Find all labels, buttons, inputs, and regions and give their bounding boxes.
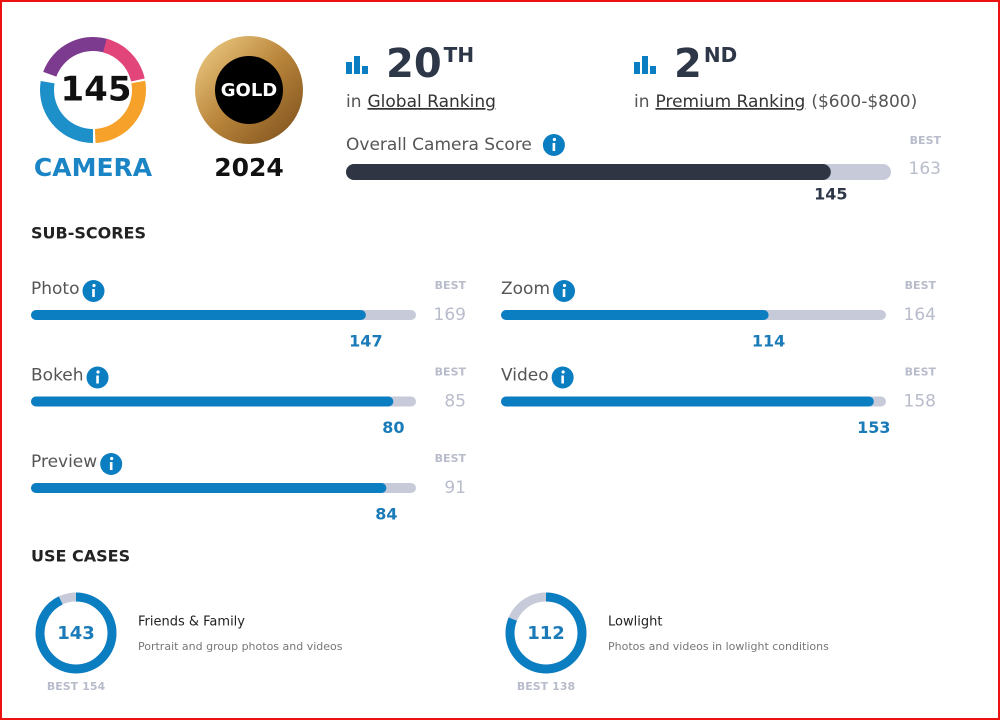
info-glyph — [552, 143, 556, 151]
section-title: SUB-SCORES — [31, 224, 146, 243]
section-title: USE CASES — [31, 547, 130, 566]
best-label: BEST — [910, 134, 942, 147]
use-case-best-value: 154 — [82, 680, 105, 693]
use-case-description: Portrait and group photos and videos — [138, 640, 343, 653]
use-case-best-value: 138 — [552, 680, 575, 693]
rank-note: ($600-$800) — [811, 92, 917, 112]
sub-score-value: 80 — [382, 418, 404, 437]
best-label: BEST — [47, 680, 79, 693]
sub-score-best: 169 — [434, 305, 466, 325]
sub-score-name: Bokeh — [31, 366, 84, 386]
rank-suffix: TH — [444, 43, 474, 67]
award-label: GOLD — [221, 80, 278, 101]
badge-label: CAMERA — [34, 153, 153, 182]
score-bar — [501, 396, 874, 407]
sub-score-value: 114 — [752, 332, 785, 351]
medal-center — [215, 56, 283, 124]
rank-number: 2 — [674, 41, 702, 87]
use-case-score: 112 — [527, 623, 565, 644]
ring-bar — [35, 592, 117, 674]
sub-score-best: 164 — [904, 305, 936, 325]
info-glyph — [561, 375, 564, 384]
rank-number: 20 — [386, 41, 442, 87]
camera-badge — [40, 37, 146, 143]
rank-prefix: in — [634, 92, 650, 112]
sub-score-value: 153 — [857, 418, 890, 437]
score-bar — [501, 310, 769, 320]
sub-score-value: 84 — [375, 505, 397, 524]
sub-score-best: 91 — [444, 478, 466, 498]
badge-center — [57, 54, 129, 126]
use-case-name: Lowlight — [608, 615, 662, 630]
sub-score-best: 85 — [444, 392, 466, 412]
rank-icon — [346, 62, 352, 74]
info-glyph — [92, 283, 96, 288]
info-glyph — [92, 289, 95, 297]
sub-score-name: Zoom — [501, 279, 550, 299]
use-case-best: BEST 138 — [517, 680, 575, 693]
rank-icon — [354, 56, 360, 74]
sub-score-name: Photo — [31, 279, 80, 299]
info-glyph — [96, 370, 100, 374]
overall-label: Overall Camera Score — [346, 135, 532, 155]
use-case-best: BEST 154 — [47, 680, 106, 693]
info-glyph — [562, 289, 566, 297]
rank-caption: in Premium Ranking ($600-$800) — [634, 92, 917, 112]
badge-arc — [40, 37, 146, 143]
use-case-name: Friends & Family — [138, 615, 245, 630]
ring-bar — [505, 592, 587, 674]
score-bar — [31, 483, 387, 493]
best-label: BEST — [435, 366, 467, 379]
best-label: BEST — [517, 680, 549, 693]
sub-score-name: Preview — [31, 452, 97, 472]
info-glyph — [552, 137, 556, 142]
rank-link[interactable]: Global Ranking — [368, 92, 496, 112]
info-glyph — [562, 283, 567, 288]
badge-arc — [40, 37, 146, 143]
rank-suffix: ND — [704, 43, 737, 67]
score-bar — [346, 164, 831, 180]
rank-caption: in Global Ranking — [346, 92, 496, 112]
rank-icon — [362, 66, 368, 74]
badge-score: 145 — [61, 70, 132, 110]
info-glyph — [96, 375, 99, 384]
rank-icon — [650, 66, 656, 74]
overall-best: 163 — [909, 159, 941, 179]
info-glyph — [109, 462, 113, 470]
use-case-score: 143 — [57, 623, 95, 644]
rank-icon — [634, 62, 640, 74]
score-bar — [31, 310, 366, 320]
best-label: BEST — [905, 366, 937, 379]
rank-link[interactable]: Premium Ranking — [656, 92, 806, 112]
info-glyph — [110, 456, 114, 461]
sub-score-value: 147 — [349, 332, 382, 351]
rank-prefix: in — [346, 92, 362, 112]
rank-icon — [642, 56, 648, 74]
rank: 20 TH — [386, 41, 474, 87]
rank: 2 ND — [674, 41, 737, 87]
badge-arc — [40, 37, 146, 143]
info-glyph — [561, 370, 565, 374]
best-label: BEST — [435, 452, 467, 465]
sub-score-name: Video — [501, 366, 549, 386]
use-case-description: Photos and videos in lowlight conditions — [608, 640, 829, 653]
award-year: 2024 — [214, 153, 284, 182]
best-label: BEST — [435, 279, 467, 292]
badge-arc — [40, 37, 146, 143]
overall-score: 145 — [814, 185, 847, 204]
sub-score-best: 158 — [904, 392, 936, 412]
score-bar — [31, 396, 394, 407]
best-label: BEST — [905, 279, 937, 292]
